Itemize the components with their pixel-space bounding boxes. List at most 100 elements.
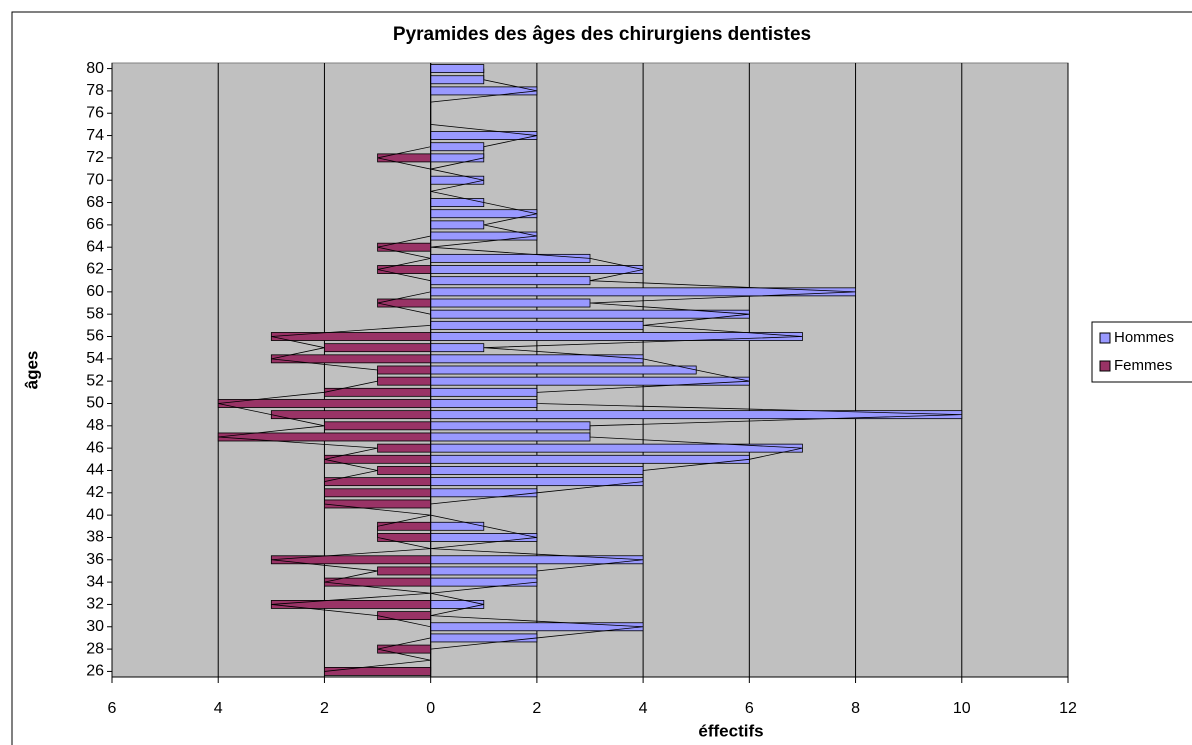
y-tick-label: 34 <box>86 573 104 590</box>
legend-label: Femmes <box>1114 357 1172 374</box>
y-tick-label: 36 <box>86 551 104 568</box>
x-tick-label: 4 <box>639 700 648 717</box>
y-tick-label: 74 <box>86 127 104 144</box>
bar <box>430 521 485 531</box>
y-tick-label: 72 <box>86 149 104 166</box>
y-tick-label: 30 <box>86 618 104 635</box>
bar <box>430 432 591 442</box>
x-tick-label: 4 <box>214 700 223 717</box>
y-tick-label: 44 <box>86 462 104 479</box>
bar <box>324 421 432 431</box>
y-tick-label: 26 <box>86 663 104 680</box>
x-tick-label: 2 <box>320 700 329 717</box>
y-tick-label: 54 <box>86 350 104 367</box>
bar <box>430 131 538 140</box>
bar <box>430 309 750 319</box>
bar <box>430 276 591 286</box>
bar <box>430 566 538 576</box>
bar <box>324 666 432 676</box>
bar <box>217 432 432 442</box>
bar <box>430 555 644 565</box>
y-tick-label: 64 <box>86 238 104 255</box>
bar <box>377 466 432 475</box>
bar <box>430 332 803 341</box>
y-tick-label: 32 <box>86 596 104 613</box>
bar <box>430 142 485 152</box>
y-tick-label: 58 <box>86 305 104 322</box>
bar <box>430 365 697 375</box>
y-tick-label: 78 <box>86 82 104 99</box>
x-tick-label: 6 <box>745 700 754 717</box>
bar <box>430 265 644 274</box>
y-tick-label: 38 <box>86 529 104 546</box>
bar <box>430 231 538 241</box>
bar <box>430 320 644 330</box>
bar <box>270 410 432 420</box>
bar <box>430 533 538 542</box>
bar <box>377 566 432 576</box>
bar <box>430 75 485 85</box>
bar <box>377 376 432 386</box>
y-tick-label: 48 <box>86 417 104 434</box>
y-tick-label: 68 <box>86 194 104 211</box>
bar <box>430 600 485 609</box>
bar <box>430 454 750 464</box>
x-tick-label: 12 <box>1059 700 1077 717</box>
bar <box>324 499 432 509</box>
legend-swatch <box>1099 360 1111 372</box>
y-tick-label: 42 <box>86 484 104 501</box>
x-tick-label: 6 <box>108 700 117 717</box>
bar <box>430 343 485 353</box>
bar <box>430 253 591 263</box>
bar <box>324 387 432 397</box>
bar <box>430 577 538 587</box>
bar <box>377 521 432 531</box>
x-tick-label: 8 <box>851 700 860 717</box>
bar <box>430 175 485 185</box>
bar <box>430 198 485 207</box>
bar <box>430 298 591 308</box>
y-tick-label: 80 <box>86 60 104 77</box>
bar <box>430 387 538 397</box>
y-tick-label: 56 <box>86 328 104 345</box>
chart-title: Pyramides des âges des chirurgiens denti… <box>393 24 811 45</box>
bar <box>324 343 432 353</box>
bar <box>430 488 538 498</box>
bar <box>430 477 644 487</box>
bar <box>324 577 432 587</box>
bar <box>430 622 644 632</box>
y-tick-label: 60 <box>86 283 104 300</box>
bar <box>430 64 485 74</box>
bar <box>217 399 432 408</box>
x-tick-label: 0 <box>426 700 435 717</box>
y-tick-label: 70 <box>86 171 104 188</box>
bar <box>270 332 432 341</box>
bar <box>377 611 432 621</box>
bar <box>430 410 963 420</box>
bar <box>430 354 644 364</box>
bar <box>324 488 432 498</box>
y-tick-label: 62 <box>86 261 104 278</box>
bar <box>430 220 485 230</box>
bar <box>377 365 432 375</box>
y-tick-label: 76 <box>86 104 104 121</box>
bar <box>377 242 432 252</box>
y-tick-label: 50 <box>86 395 104 412</box>
y-tick-label: 66 <box>86 216 104 233</box>
y-tick-label: 46 <box>86 439 104 456</box>
bar <box>324 477 432 487</box>
bar <box>377 298 432 308</box>
bar <box>377 644 432 654</box>
x-tick-label: 2 <box>532 700 541 717</box>
bar <box>430 399 538 408</box>
bar <box>430 86 538 96</box>
legend-label: Hommes <box>1114 329 1174 346</box>
bar <box>430 633 538 643</box>
x-axis-label: éffectifs <box>698 721 763 740</box>
bar <box>324 454 432 464</box>
legend <box>1091 321 1192 383</box>
y-tick-label: 28 <box>86 640 104 657</box>
x-tick-label: 10 <box>953 700 971 717</box>
bar <box>377 443 432 453</box>
